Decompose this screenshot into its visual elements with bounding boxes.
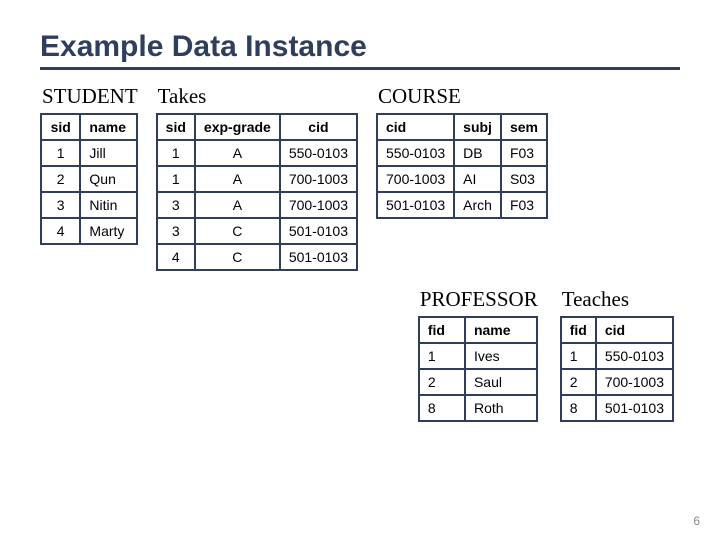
table-row: 8Roth <box>419 395 537 421</box>
page-number: 6 <box>693 514 700 528</box>
table-cell: Jill <box>80 140 136 166</box>
table-cell: AI <box>454 166 501 192</box>
column-header: exp-grade <box>195 114 280 140</box>
table-row: 700-1003AIS03 <box>377 166 547 192</box>
table-cell: 700-1003 <box>280 192 357 218</box>
table-cell: Arch <box>454 192 501 218</box>
table-cell: F03 <box>501 140 547 166</box>
table-row: 1A550-0103 <box>157 140 357 166</box>
table-cell: 8 <box>419 395 465 421</box>
table-row: 550-0103DBF03 <box>377 140 547 166</box>
slide: Example Data Instance STUDENT sidname1Ji… <box>0 0 720 540</box>
table-cell: 550-0103 <box>377 140 454 166</box>
column-header: name <box>465 317 537 343</box>
table-cell: 3 <box>157 218 195 244</box>
table-cell: 550-0103 <box>280 140 357 166</box>
table-cell: F03 <box>501 192 547 218</box>
table-cell: A <box>195 166 280 192</box>
table-cell: 1 <box>419 343 465 369</box>
table-cell: C <box>195 244 280 270</box>
table-row: 501-0103ArchF03 <box>377 192 547 218</box>
table-cell: 501-0103 <box>377 192 454 218</box>
table-cell: C <box>195 218 280 244</box>
teaches-table: fidcid1550-01032700-10038501-0103 <box>560 316 674 422</box>
table-cell: 3 <box>157 192 195 218</box>
table-cell: 4 <box>41 218 80 244</box>
column-header: subj <box>454 114 501 140</box>
table-row: 2Qun <box>41 166 137 192</box>
course-block: COURSE cidsubjsem550-0103DBF03700-1003AI… <box>376 82 548 219</box>
table-cell: Saul <box>465 369 537 395</box>
student-label: STUDENT <box>42 84 138 109</box>
table-row: 1Ives <box>419 343 537 369</box>
table-row: 1Jill <box>41 140 137 166</box>
table-row: 3Nitin <box>41 192 137 218</box>
teaches-label: Teaches <box>562 287 674 312</box>
table-cell: 3 <box>41 192 80 218</box>
table-row: 2Saul <box>419 369 537 395</box>
column-header: sid <box>157 114 195 140</box>
table-cell: Nitin <box>80 192 136 218</box>
table-cell: Ives <box>465 343 537 369</box>
table-cell: Marty <box>80 218 136 244</box>
takes-block: Takes sidexp-gradecid1A550-01031A700-100… <box>156 82 358 271</box>
table-cell: DB <box>454 140 501 166</box>
bottom-row: PROFESSOR fidname1Ives2Saul8Roth Teaches… <box>40 285 680 422</box>
takes-table: sidexp-gradecid1A550-01031A700-10033A700… <box>156 113 358 271</box>
table-cell: A <box>195 192 280 218</box>
column-header: cid <box>596 317 673 343</box>
table-cell: 550-0103 <box>596 343 673 369</box>
table-cell: 700-1003 <box>596 369 673 395</box>
professor-block: PROFESSOR fidname1Ives2Saul8Roth <box>418 285 538 422</box>
table-row: 3A700-1003 <box>157 192 357 218</box>
table-cell: 8 <box>561 395 596 421</box>
professor-label: PROFESSOR <box>420 287 538 312</box>
student-table: sidname1Jill2Qun3Nitin4Marty <box>40 113 138 245</box>
takes-label: Takes <box>158 84 358 109</box>
course-label: COURSE <box>378 84 548 109</box>
table-row: 1550-0103 <box>561 343 673 369</box>
column-header: cid <box>377 114 454 140</box>
table-cell: 700-1003 <box>280 166 357 192</box>
table-cell: 501-0103 <box>280 244 357 270</box>
table-cell: 4 <box>157 244 195 270</box>
table-cell: 501-0103 <box>596 395 673 421</box>
column-header: fid <box>419 317 465 343</box>
table-cell: S03 <box>501 166 547 192</box>
table-row: 2700-1003 <box>561 369 673 395</box>
top-row: STUDENT sidname1Jill2Qun3Nitin4Marty Tak… <box>40 82 680 271</box>
table-cell: 2 <box>561 369 596 395</box>
column-header: sem <box>501 114 547 140</box>
table-row: 8501-0103 <box>561 395 673 421</box>
table-row: 4Marty <box>41 218 137 244</box>
column-header: cid <box>280 114 357 140</box>
table-cell: 1 <box>41 140 80 166</box>
professor-table: fidname1Ives2Saul8Roth <box>418 316 538 422</box>
table-cell: 1 <box>157 140 195 166</box>
table-cell: 2 <box>419 369 465 395</box>
table-cell: 2 <box>41 166 80 192</box>
column-header: fid <box>561 317 596 343</box>
course-table: cidsubjsem550-0103DBF03700-1003AIS03501-… <box>376 113 548 219</box>
table-row: 3C501-0103 <box>157 218 357 244</box>
table-cell: 1 <box>561 343 596 369</box>
column-header: name <box>80 114 136 140</box>
title-underline <box>40 67 680 70</box>
slide-title: Example Data Instance <box>40 30 680 64</box>
table-cell: A <box>195 140 280 166</box>
table-cell: Qun <box>80 166 136 192</box>
table-cell: 1 <box>157 166 195 192</box>
table-row: 1A700-1003 <box>157 166 357 192</box>
student-block: STUDENT sidname1Jill2Qun3Nitin4Marty <box>40 82 138 245</box>
column-header: sid <box>41 114 80 140</box>
table-cell: 501-0103 <box>280 218 357 244</box>
table-cell: Roth <box>465 395 537 421</box>
teaches-block: Teaches fidcid1550-01032700-10038501-010… <box>560 285 674 422</box>
table-row: 4C501-0103 <box>157 244 357 270</box>
table-cell: 700-1003 <box>377 166 454 192</box>
